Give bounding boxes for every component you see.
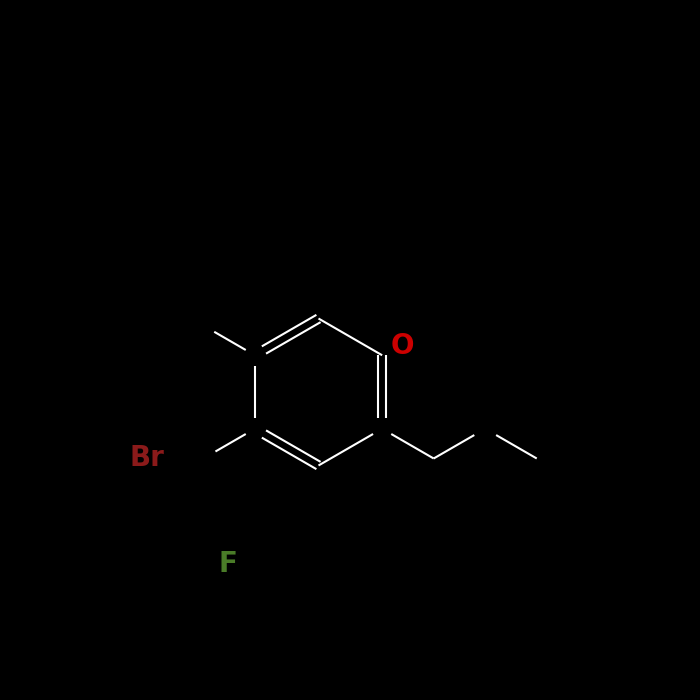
Text: Br: Br (130, 444, 164, 472)
Text: O: O (391, 332, 414, 360)
Text: F: F (218, 550, 237, 578)
